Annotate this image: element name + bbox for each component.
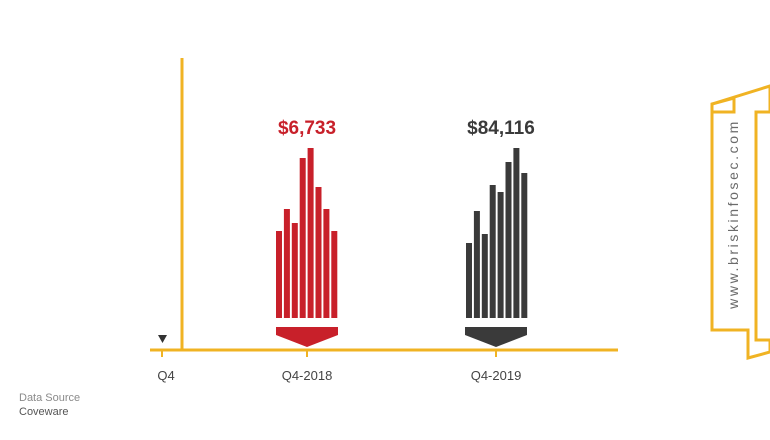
bar-2018-strip-6 [315,187,322,318]
bar-group-2019 [466,148,528,318]
bar-2018-strip-8 [331,231,338,318]
data-source-value: Coveware [19,406,69,418]
bar-2019-strip-7 [513,148,520,318]
bar-2018-strip-2 [283,209,290,318]
value-label-2018: $6,733 [278,118,336,139]
watermark-url: www.briskinfosec.com [725,119,741,309]
bar-2018-strip-7 [323,209,330,318]
bar-2019-strip-6 [505,162,512,318]
tick-label-q4: Q4 [157,368,174,383]
bar-group-2018 [276,148,338,318]
value-label-2019: $84,116 [467,118,535,139]
bar-2019-strip-2 [473,211,480,318]
bar-2018-strip-3 [291,223,298,318]
bar-2019-strip-8 [521,173,528,318]
bar-2018-strip-5 [307,148,314,318]
arrow-marker-2018 [276,327,338,347]
tick-label-q4-2019: Q4-2019 [471,368,522,383]
bar-2019-strip-3 [481,234,488,318]
bar-2019-strip-1 [466,243,472,318]
ribbon-banner [710,84,770,360]
data-source-label: Data Source [19,392,81,404]
bar-2019-strip-4 [489,185,496,318]
tick-label-q4-2018: Q4-2018 [282,368,333,383]
bar-2018-strip-1 [276,231,282,318]
arrow-marker-2019 [465,327,527,347]
bar-2019-strip-5 [497,192,504,318]
bar-2018-strip-4 [299,158,306,318]
start-marker-icon [158,335,167,343]
